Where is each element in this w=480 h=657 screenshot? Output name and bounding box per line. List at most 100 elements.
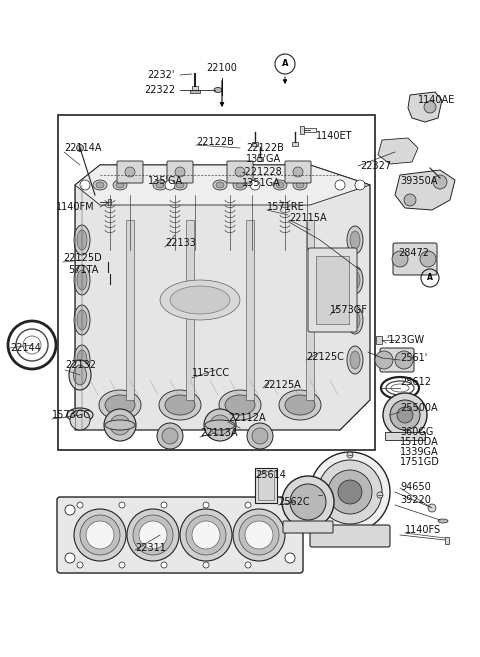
FancyBboxPatch shape <box>445 537 449 544</box>
Circle shape <box>139 521 167 549</box>
Text: 1151CC: 1151CC <box>192 368 230 378</box>
Ellipse shape <box>113 180 127 190</box>
Circle shape <box>335 180 345 190</box>
Ellipse shape <box>74 345 90 375</box>
Circle shape <box>390 400 420 430</box>
Ellipse shape <box>165 395 195 415</box>
FancyBboxPatch shape <box>376 336 382 344</box>
FancyBboxPatch shape <box>316 256 349 324</box>
Ellipse shape <box>350 351 360 369</box>
FancyBboxPatch shape <box>186 220 194 400</box>
Text: 22115A: 22115A <box>289 213 326 223</box>
Circle shape <box>245 521 273 549</box>
Circle shape <box>77 562 83 568</box>
Circle shape <box>119 502 125 508</box>
Circle shape <box>375 351 393 369</box>
Ellipse shape <box>105 395 135 415</box>
FancyBboxPatch shape <box>285 161 311 183</box>
Text: 22114A: 22114A <box>64 143 101 153</box>
Text: 2232': 2232' <box>148 70 175 80</box>
Circle shape <box>404 194 416 206</box>
Ellipse shape <box>205 420 235 430</box>
Text: 1140FS: 1140FS <box>405 525 441 535</box>
FancyBboxPatch shape <box>385 432 425 440</box>
Text: 25614: 25614 <box>255 470 286 480</box>
Circle shape <box>203 502 209 508</box>
Circle shape <box>245 502 251 508</box>
Circle shape <box>80 515 120 555</box>
Ellipse shape <box>347 346 363 374</box>
Text: 94650: 94650 <box>400 482 431 492</box>
Circle shape <box>420 251 436 267</box>
Circle shape <box>239 515 279 555</box>
FancyBboxPatch shape <box>300 126 304 134</box>
Ellipse shape <box>285 395 315 415</box>
Text: 22113A: 22113A <box>200 428 238 438</box>
Text: 22122B: 22122B <box>246 143 284 153</box>
Text: 28472: 28472 <box>398 248 429 258</box>
Circle shape <box>428 504 436 512</box>
Circle shape <box>392 251 408 267</box>
Circle shape <box>76 145 84 152</box>
Ellipse shape <box>347 306 363 334</box>
Polygon shape <box>75 165 370 430</box>
Circle shape <box>175 167 185 177</box>
Ellipse shape <box>74 305 90 335</box>
Ellipse shape <box>216 182 224 188</box>
Ellipse shape <box>225 395 255 415</box>
Circle shape <box>119 562 125 568</box>
Text: 2562C: 2562C <box>278 497 310 507</box>
Circle shape <box>282 476 334 528</box>
Ellipse shape <box>293 180 307 190</box>
FancyBboxPatch shape <box>258 471 274 500</box>
Ellipse shape <box>77 230 87 250</box>
FancyBboxPatch shape <box>308 248 357 332</box>
Ellipse shape <box>71 411 89 419</box>
Circle shape <box>165 180 175 190</box>
Circle shape <box>110 415 130 435</box>
Text: 25500A: 25500A <box>400 403 438 413</box>
Text: 22125A: 22125A <box>263 380 301 390</box>
Ellipse shape <box>74 265 90 295</box>
FancyBboxPatch shape <box>306 220 314 400</box>
Text: 22125C: 22125C <box>306 352 344 362</box>
Circle shape <box>86 521 114 549</box>
Circle shape <box>290 484 326 520</box>
Circle shape <box>204 409 236 441</box>
FancyBboxPatch shape <box>252 142 258 146</box>
Circle shape <box>433 175 447 189</box>
Ellipse shape <box>173 180 187 190</box>
Text: 22122B: 22122B <box>196 137 234 147</box>
Text: 1351GA: 1351GA <box>242 178 281 188</box>
Text: 135'GA: 135'GA <box>246 154 281 164</box>
Circle shape <box>310 452 390 532</box>
Text: 1751GD: 1751GD <box>400 457 440 467</box>
Circle shape <box>338 480 362 504</box>
Text: 22144: 22144 <box>10 343 41 353</box>
FancyBboxPatch shape <box>108 199 111 205</box>
Ellipse shape <box>156 182 164 188</box>
Circle shape <box>395 351 413 369</box>
Ellipse shape <box>93 180 107 190</box>
FancyBboxPatch shape <box>283 521 333 533</box>
Circle shape <box>157 423 183 449</box>
Circle shape <box>355 180 365 190</box>
Circle shape <box>210 415 230 435</box>
Ellipse shape <box>67 408 93 422</box>
Circle shape <box>247 423 273 449</box>
Text: 25612: 25612 <box>400 377 431 387</box>
Circle shape <box>161 562 167 568</box>
Ellipse shape <box>77 270 87 290</box>
Circle shape <box>328 470 372 514</box>
FancyBboxPatch shape <box>57 497 303 573</box>
Circle shape <box>186 515 226 555</box>
Ellipse shape <box>160 280 240 320</box>
Circle shape <box>74 509 126 561</box>
Text: 22322: 22322 <box>144 85 175 95</box>
Text: 22112A: 22112A <box>228 413 265 423</box>
Circle shape <box>318 460 382 524</box>
Polygon shape <box>378 138 418 164</box>
Circle shape <box>293 167 303 177</box>
Ellipse shape <box>276 182 284 188</box>
Text: '123GW: '123GW <box>386 335 424 345</box>
